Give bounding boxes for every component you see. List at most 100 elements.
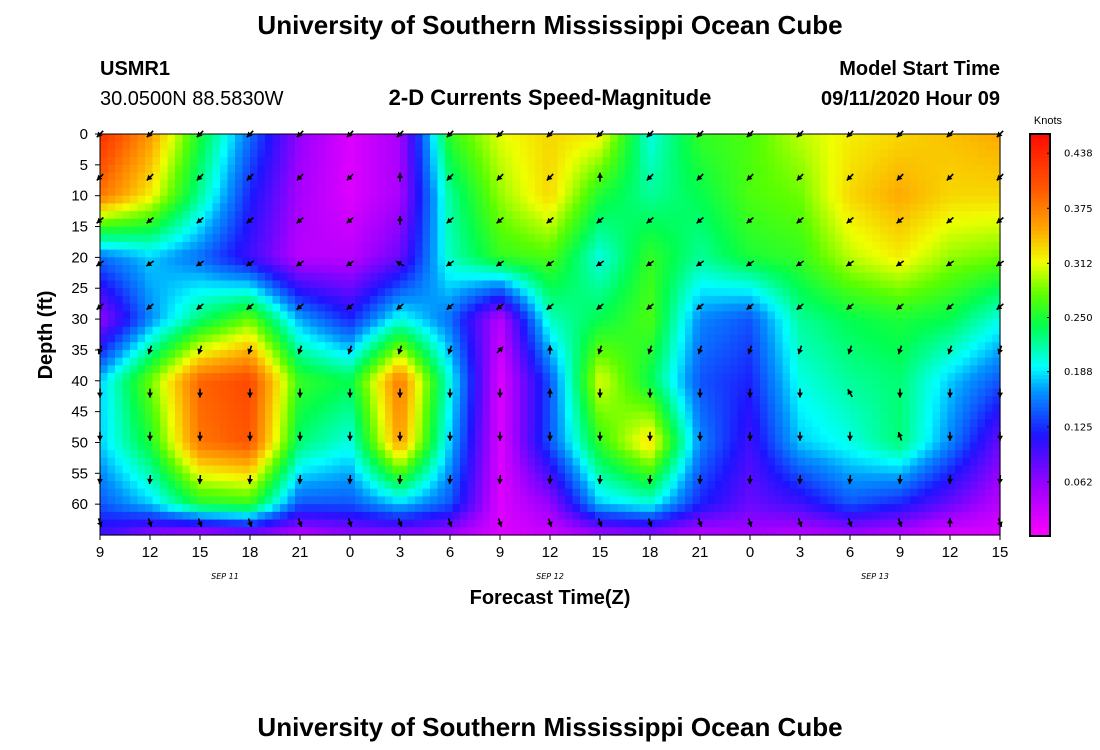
heatmap-cell — [265, 450, 274, 459]
heatmap-cell — [317, 203, 326, 212]
heatmap-cell — [842, 373, 851, 382]
heatmap-cell — [227, 226, 236, 235]
heatmap-cell — [752, 187, 761, 197]
heatmap-cell — [242, 180, 251, 189]
heatmap-cell — [505, 288, 514, 297]
heatmap-cell — [617, 411, 626, 420]
heatmap-cell — [130, 288, 139, 297]
heatmap-cell — [212, 380, 221, 390]
heatmap-cell — [160, 326, 169, 336]
heatmap-cell — [430, 272, 439, 282]
heatmap-cell — [407, 141, 416, 151]
heatmap-cell — [632, 319, 641, 328]
heatmap-cell — [280, 380, 289, 390]
heatmap-cell — [940, 295, 949, 305]
heatmap-cell — [220, 218, 229, 228]
heatmap-cell — [872, 257, 881, 266]
heatmap-cell — [280, 149, 289, 158]
heatmap-cell — [482, 419, 491, 428]
heatmap-cell — [482, 288, 491, 297]
heatmap-cell — [655, 234, 664, 243]
heatmap-cell — [865, 373, 874, 382]
heatmap-cell — [580, 434, 589, 444]
heatmap-cell — [430, 257, 439, 266]
heatmap-cell — [542, 234, 551, 243]
heatmap-cell — [602, 180, 611, 189]
heatmap-cell — [482, 265, 491, 274]
heatmap-cell — [835, 442, 844, 451]
heatmap-cell — [145, 342, 154, 351]
heatmap-cell — [955, 172, 964, 181]
heatmap-cell — [940, 373, 949, 382]
heatmap-cell — [415, 403, 424, 413]
heatmap-cell — [925, 134, 934, 143]
heatmap-cell — [422, 141, 431, 151]
heatmap-cell — [940, 234, 949, 243]
heatmap-cell — [865, 234, 874, 243]
heatmap-cell — [595, 450, 604, 459]
heatmap-cell — [392, 226, 401, 235]
heatmap-cell — [865, 396, 874, 405]
heatmap-cell — [122, 164, 131, 174]
heatmap-cell — [362, 311, 371, 320]
heatmap-cell — [287, 450, 296, 459]
heatmap-cell — [460, 172, 469, 181]
heatmap-cell — [520, 450, 529, 459]
heatmap-cell — [422, 241, 431, 251]
heatmap-cell — [767, 164, 776, 174]
heatmap-cell — [452, 241, 461, 251]
heatmap-cell — [685, 272, 694, 282]
heatmap-cell — [145, 450, 154, 459]
heatmap-cell — [932, 442, 941, 451]
heatmap-cell — [947, 157, 956, 166]
heatmap-cell — [617, 303, 626, 312]
heatmap-cell — [325, 427, 334, 436]
heatmap-cell — [250, 234, 259, 243]
heatmap-cell — [827, 396, 836, 405]
heatmap-cell — [265, 396, 274, 405]
heatmap-cell — [415, 434, 424, 444]
heatmap-cell — [490, 365, 499, 374]
heatmap-cell — [985, 319, 994, 328]
heatmap-cell — [527, 234, 536, 243]
heatmap-cell — [160, 311, 169, 320]
heatmap-cell — [970, 195, 979, 204]
heatmap-cell — [482, 442, 491, 451]
heatmap-cell — [842, 434, 851, 444]
heatmap-cell — [632, 180, 641, 189]
heatmap-cell — [385, 272, 394, 282]
heatmap-cell — [362, 172, 371, 181]
heatmap-cell — [992, 195, 1001, 204]
heatmap-cell — [445, 203, 454, 212]
heatmap-cell — [610, 141, 619, 151]
heatmap-cell — [497, 419, 506, 428]
heatmap-cell — [670, 203, 679, 212]
heatmap-cell — [910, 373, 919, 382]
heatmap-cell — [985, 172, 994, 181]
heatmap-cell — [550, 380, 559, 390]
heatmap-cell — [145, 288, 154, 297]
heatmap-cell — [587, 249, 596, 258]
heatmap-cell — [317, 149, 326, 158]
heatmap-cell — [767, 319, 776, 328]
heatmap-cell — [280, 272, 289, 282]
heatmap-cell — [722, 241, 731, 251]
heatmap-cell — [685, 187, 694, 197]
heatmap-cell — [535, 442, 544, 451]
heatmap-cell — [745, 357, 754, 366]
heatmap-cell — [775, 365, 784, 374]
heatmap-cell — [715, 419, 724, 428]
heatmap-cell — [235, 396, 244, 405]
heatmap-cell — [625, 195, 634, 204]
heatmap-cell — [820, 403, 829, 413]
heatmap-cell — [887, 218, 896, 228]
heatmap-cell — [437, 157, 446, 166]
heatmap-cell — [835, 342, 844, 351]
heatmap-cell — [295, 164, 304, 174]
heatmap-cell — [752, 149, 761, 158]
heatmap-cell — [535, 226, 544, 235]
heatmap-cell — [595, 342, 604, 351]
heatmap-cell — [820, 203, 829, 212]
heatmap-cell — [137, 203, 146, 212]
heatmap-cell — [197, 280, 206, 289]
